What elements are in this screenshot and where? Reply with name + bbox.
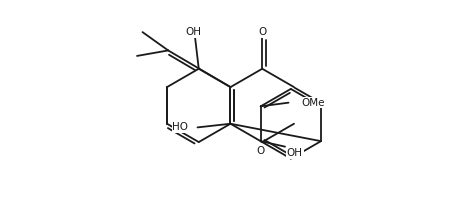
Text: OH: OH bbox=[287, 148, 303, 158]
Text: O: O bbox=[256, 146, 265, 156]
Text: OH: OH bbox=[185, 27, 201, 37]
Text: HO: HO bbox=[172, 122, 188, 132]
Text: OMe: OMe bbox=[301, 98, 325, 108]
Text: O: O bbox=[258, 27, 267, 37]
